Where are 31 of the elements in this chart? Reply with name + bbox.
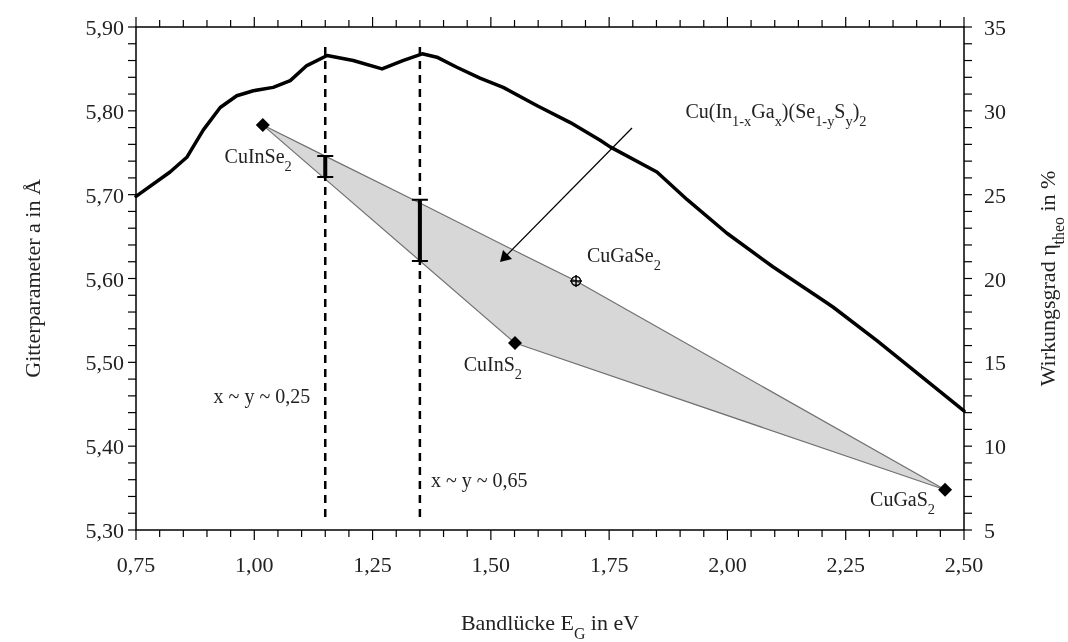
x-tick-label: 0,75 (116, 552, 156, 577)
x-axis-title: Bandlücke E$_{G}$ in eV (460, 610, 640, 642)
annotation: CuGaSe$_{2}$ (587, 244, 661, 274)
annotation: CuGaS$_{2}$ (870, 487, 936, 517)
y2-tick-label: 35 (984, 15, 1006, 40)
y2-tick-label: 20 (984, 266, 1006, 292)
y-axis-title: Gitterparameter a in Å (20, 179, 45, 378)
x-tick-label: 1,00 (235, 552, 274, 577)
annotation: CuInS$_{2}$ (463, 353, 522, 383)
annotation: CuInSe$_{2}$ (224, 145, 292, 175)
ref-line-label: x ~ y ~ 0,25 (213, 385, 311, 408)
y2-tick-label: 30 (984, 98, 1006, 124)
text: Cu(In$_{1-x}$Ga$_{x}$)(Se$_{1-y}$S$_{y}$)$_{2}$ (685, 100, 867, 129)
y-tick-label: 5,50 (85, 350, 124, 376)
x-tick-label: 1,50 (471, 552, 511, 577)
x-tick-label: 1,25 (353, 552, 392, 577)
x-tick-label: 2,25 (826, 552, 865, 577)
y-tick-label: 5,70 (85, 182, 124, 208)
y-tick-label: 5,90 (85, 15, 124, 40)
y-tick-label: 5,60 (85, 266, 124, 292)
x-tick-label: 2,00 (708, 552, 747, 577)
y2-tick-label: 5 (984, 518, 995, 543)
x-tick-label: 2,50 (944, 552, 984, 577)
y-tick-label: 5,40 (85, 434, 124, 460)
y-tick-label: 5,80 (85, 98, 124, 124)
y-tick-label: 5,30 (85, 518, 124, 543)
y2-tick-label: 15 (984, 350, 1006, 376)
ref-line-label: x ~ y ~ 0,65 (430, 469, 528, 492)
y2-tick-label: 25 (984, 182, 1006, 208)
x-tick-label: 1,75 (589, 552, 629, 577)
y2-tick-label: 10 (984, 434, 1006, 460)
